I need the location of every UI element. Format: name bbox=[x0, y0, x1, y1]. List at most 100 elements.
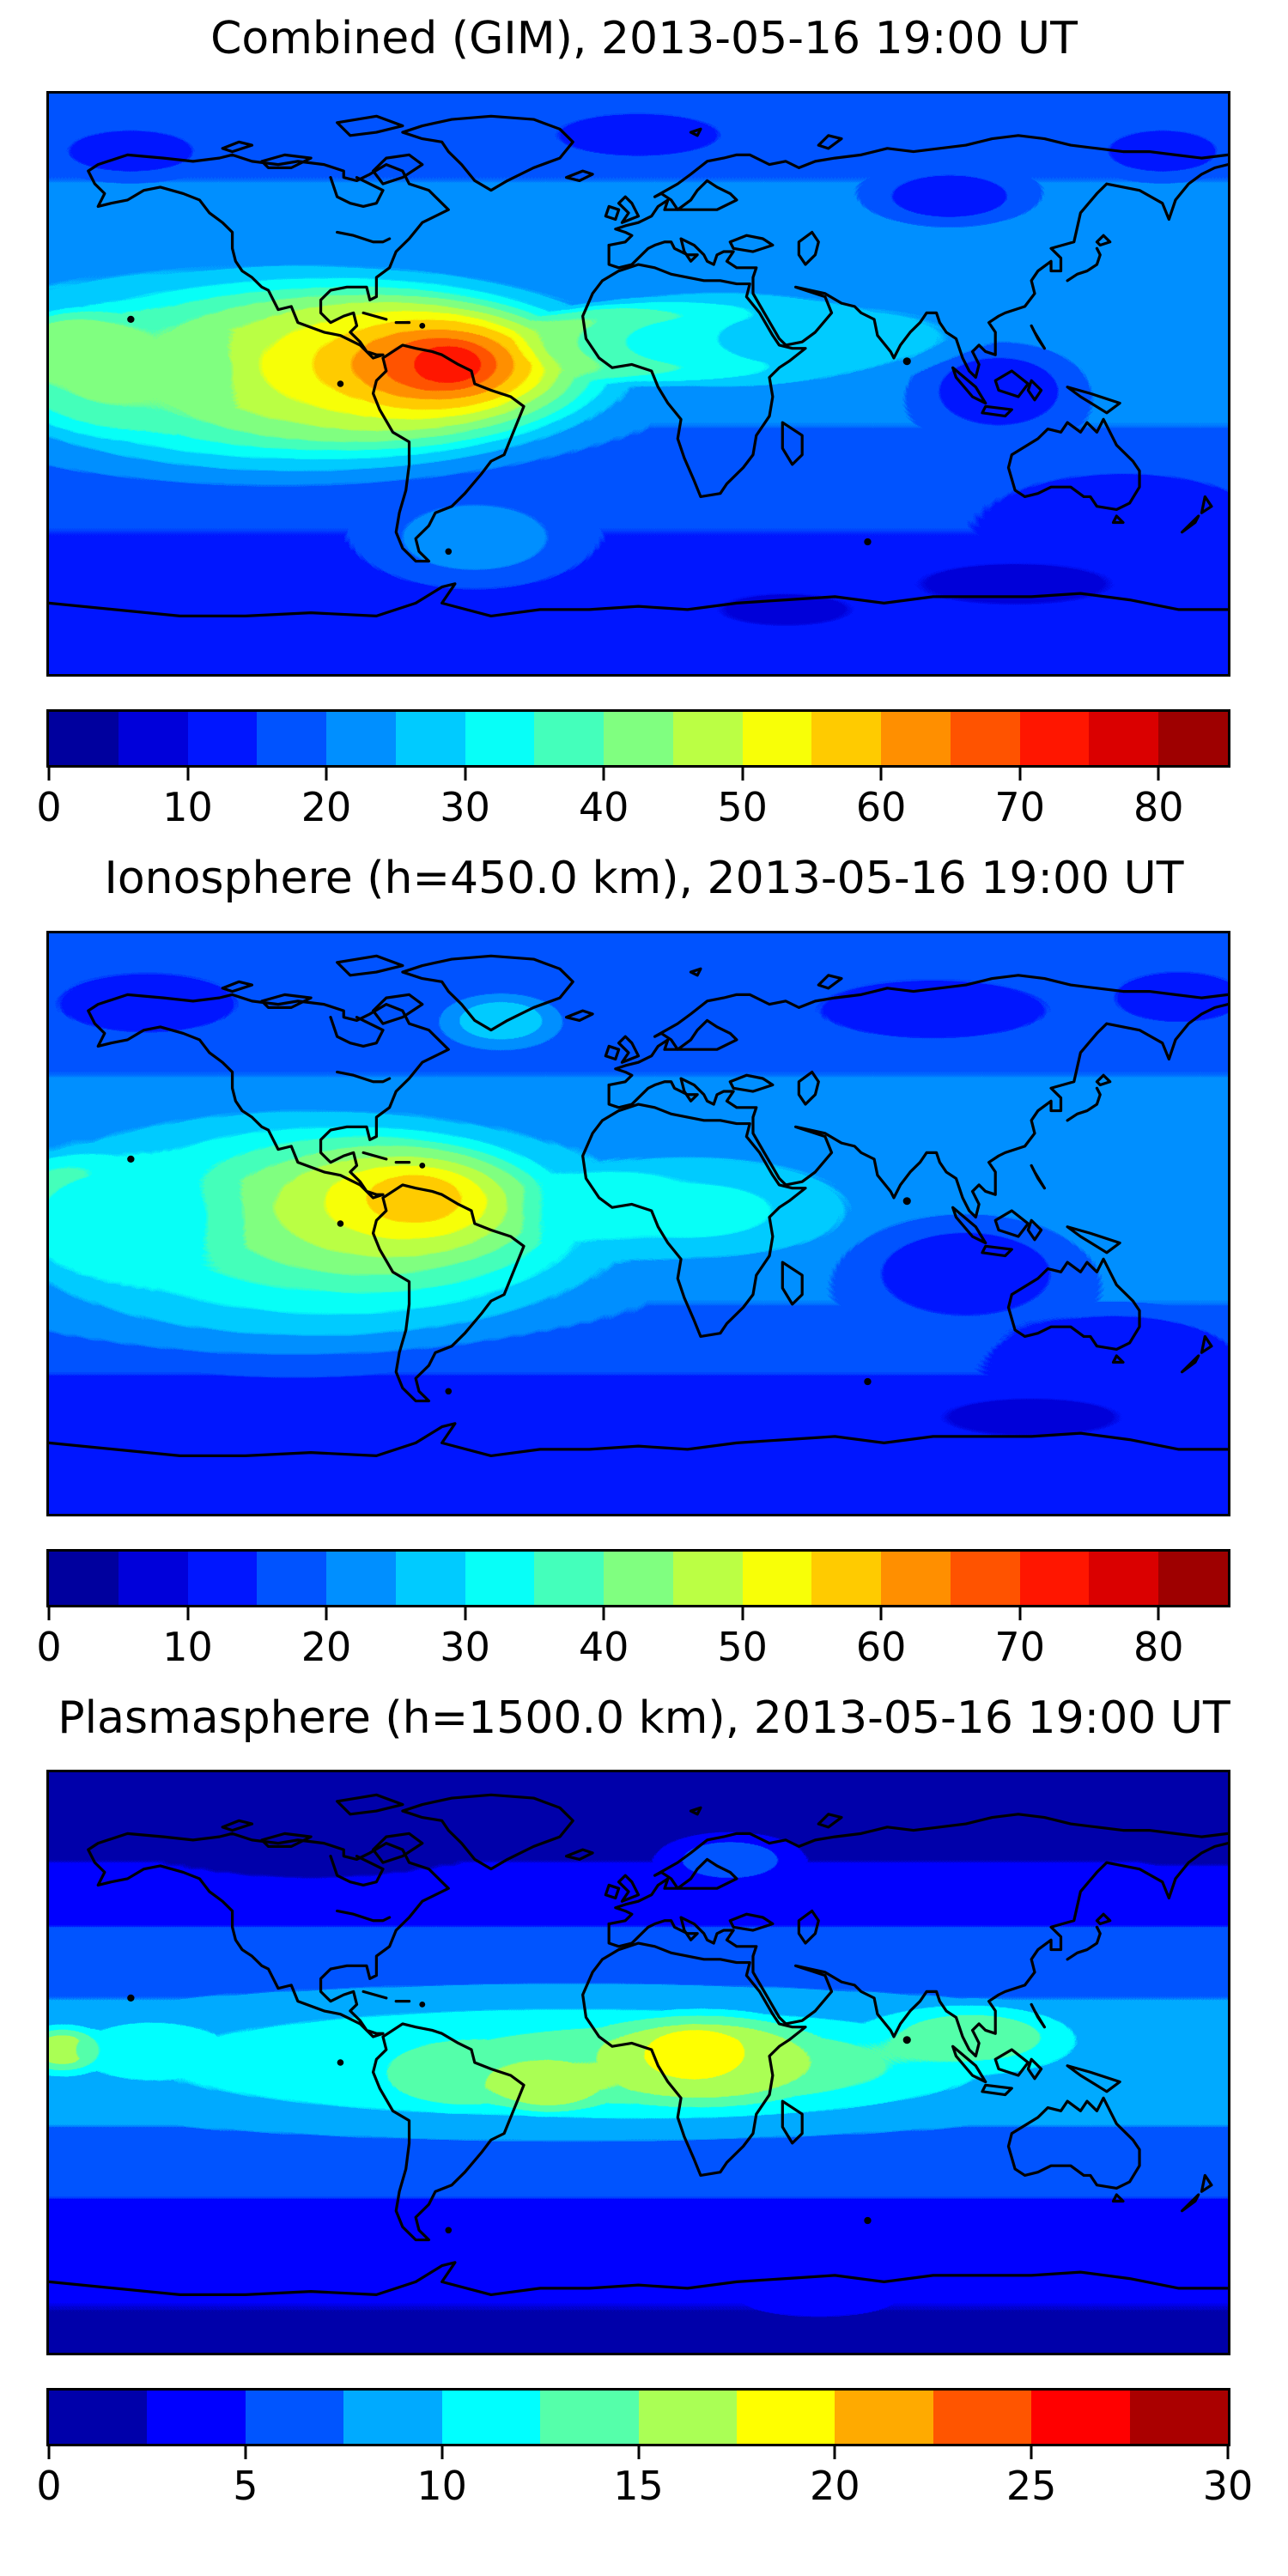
colorbar-tick-label: 10 bbox=[162, 783, 213, 830]
colorbar-segment bbox=[187, 711, 258, 765]
colorbar-tick-label: 0 bbox=[36, 2463, 62, 2510]
colorbar-tick-label: 50 bbox=[717, 783, 768, 830]
panel-ionosphere: Ionosphere (h=450.0 km), 2013-05-16 19:0… bbox=[0, 852, 1288, 1673]
colorbar-segment bbox=[1158, 711, 1229, 765]
colorbar-tick-label: 5 bbox=[233, 2463, 258, 2510]
colorbar-tick-mark bbox=[833, 2446, 836, 2460]
colorbar-tick-mark bbox=[325, 1607, 328, 1620]
colorbar-tick-mark bbox=[47, 767, 51, 781]
colorbar-segment bbox=[881, 1551, 951, 1605]
colorbar-segment bbox=[604, 1551, 673, 1605]
field-blob bbox=[1080, 1785, 1228, 1870]
map-svg-combined bbox=[49, 93, 1228, 674]
field-blob bbox=[651, 1830, 809, 1889]
field-blob bbox=[638, 2024, 750, 2082]
colorbar-segment bbox=[245, 2391, 344, 2445]
field-blob bbox=[654, 1410, 884, 1475]
colorbar-ticks-plasmasphere: 0 5 10 15 20 25 30 bbox=[36, 2446, 1253, 2512]
map-svg-ionosphere bbox=[49, 933, 1228, 1514]
colorbar-segment bbox=[465, 1551, 535, 1605]
field-blob bbox=[733, 2272, 904, 2318]
colorbar-tick-mark bbox=[186, 1607, 190, 1620]
field-blob bbox=[402, 338, 495, 391]
field-blob bbox=[49, 300, 259, 442]
colorbar-segment bbox=[395, 711, 465, 765]
contour-field bbox=[49, 93, 1228, 674]
colorbar-segment bbox=[49, 2391, 148, 2445]
colorbar-tick-mark bbox=[464, 767, 467, 781]
field-blob bbox=[428, 987, 574, 1053]
colorbar-segment bbox=[465, 711, 535, 765]
colorbar-tick-label: 40 bbox=[578, 1623, 629, 1670]
colorbar-frame-ionosphere bbox=[46, 1548, 1230, 1607]
colorbar-tick-label: 20 bbox=[301, 783, 352, 830]
colorbar-tick-label: 25 bbox=[1005, 2463, 1057, 2510]
colorbar-segment bbox=[950, 1551, 1020, 1605]
contour-field bbox=[49, 1772, 1228, 2354]
colorbar-segment bbox=[933, 2391, 1032, 2445]
field-blob bbox=[671, 296, 999, 381]
colorbar-tick-label: 20 bbox=[301, 1623, 352, 1670]
colorbar-tick-mark bbox=[440, 2446, 444, 2460]
colorbar-tick-mark bbox=[1157, 767, 1160, 781]
colorbar-tick-label: 50 bbox=[717, 1623, 768, 1670]
field-blob bbox=[818, 541, 1212, 626]
colorbar-segment bbox=[326, 711, 396, 765]
colorbar-segment bbox=[343, 2391, 442, 2445]
colorbar-tick-label: 30 bbox=[1202, 2463, 1254, 2510]
colorbar-segment bbox=[118, 711, 188, 765]
field-blob bbox=[68, 2017, 226, 2082]
colorbar-ticks-ionosphere: 0 10 20 30 40 50 60 70 80 bbox=[36, 1607, 1228, 1673]
colorbar-tick-label: 80 bbox=[1133, 1623, 1184, 1670]
colorbar-tick-label: 10 bbox=[416, 2463, 467, 2510]
colorbar-segment bbox=[881, 711, 951, 765]
colorbar-tick-mark bbox=[1018, 767, 1022, 781]
colorbar-tick-mark bbox=[186, 767, 190, 781]
colorbar-segment bbox=[638, 2391, 737, 2445]
colorbar-segment bbox=[147, 2391, 246, 2445]
field-blob bbox=[49, 965, 262, 1043]
colorbar-tick-label: 70 bbox=[994, 783, 1045, 830]
colorbar-segment bbox=[1019, 711, 1090, 765]
field-blob bbox=[343, 480, 606, 597]
colorbar-segment bbox=[534, 1551, 605, 1605]
colorbar-tick-mark bbox=[47, 2446, 51, 2460]
colorbar-tick-label: 15 bbox=[613, 2463, 664, 2510]
field-blob bbox=[786, 971, 1081, 1049]
field-blob bbox=[507, 1151, 868, 1269]
colorbar-tick-mark bbox=[602, 1607, 605, 1620]
colorbar-tick-mark bbox=[741, 767, 744, 781]
panel-title-combined: Combined (GIM), 2013-05-16 19:00 UT bbox=[210, 13, 1078, 64]
field-blob bbox=[818, 1200, 1114, 1343]
colorbar-segment bbox=[257, 1551, 327, 1605]
panel-title-ionosphere: Ionosphere (h=450.0 km), 2013-05-16 19:0… bbox=[104, 852, 1184, 904]
colorbar-segment bbox=[1089, 1551, 1159, 1605]
colorbar-segment bbox=[742, 1551, 812, 1605]
panel-combined: Combined (GIM), 2013-05-16 19:00 UT 0 10 2… bbox=[0, 13, 1288, 833]
colorbar-ticks-combined: 0 10 20 30 40 50 60 70 80 bbox=[36, 767, 1228, 833]
panel-title-plasmasphere: Plasmasphere (h=1500.0 km), 2013-05-16 1… bbox=[58, 1692, 1230, 1744]
colorbar-tick-label: 0 bbox=[36, 783, 62, 830]
colorbar-tick-label: 10 bbox=[162, 1623, 213, 1670]
colorbar-segment bbox=[811, 1551, 882, 1605]
field-blob bbox=[965, 1300, 1228, 1404]
colorbar-segment bbox=[49, 711, 118, 765]
colorbar-tick-label: 30 bbox=[440, 783, 490, 830]
colorbar-segment bbox=[49, 1551, 118, 1605]
colorbar-tick-mark bbox=[879, 1607, 883, 1620]
map-svg-plasmasphere bbox=[49, 1772, 1228, 2354]
colorbar-tick-mark bbox=[741, 1607, 744, 1620]
colorbar-tick-label: 0 bbox=[36, 1623, 62, 1670]
colorbar-tick-label: 20 bbox=[810, 2463, 860, 2510]
map-combined bbox=[46, 90, 1230, 677]
field-blob bbox=[1097, 965, 1228, 1030]
colorbar-plasmasphere bbox=[49, 2391, 1229, 2445]
colorbar-tick-mark bbox=[1157, 1607, 1160, 1620]
colorbar-tick-mark bbox=[1018, 1607, 1022, 1620]
colorbar-frame-plasmasphere bbox=[46, 2388, 1230, 2447]
colorbar-frame-combined bbox=[46, 708, 1230, 768]
colorbar-tick-mark bbox=[1030, 2446, 1033, 2460]
field-blob bbox=[360, 1168, 471, 1227]
colorbar-segment bbox=[835, 2391, 933, 2445]
tec-figure: Combined (GIM), 2013-05-16 19:00 UT 0 10 2… bbox=[0, 13, 1288, 2512]
